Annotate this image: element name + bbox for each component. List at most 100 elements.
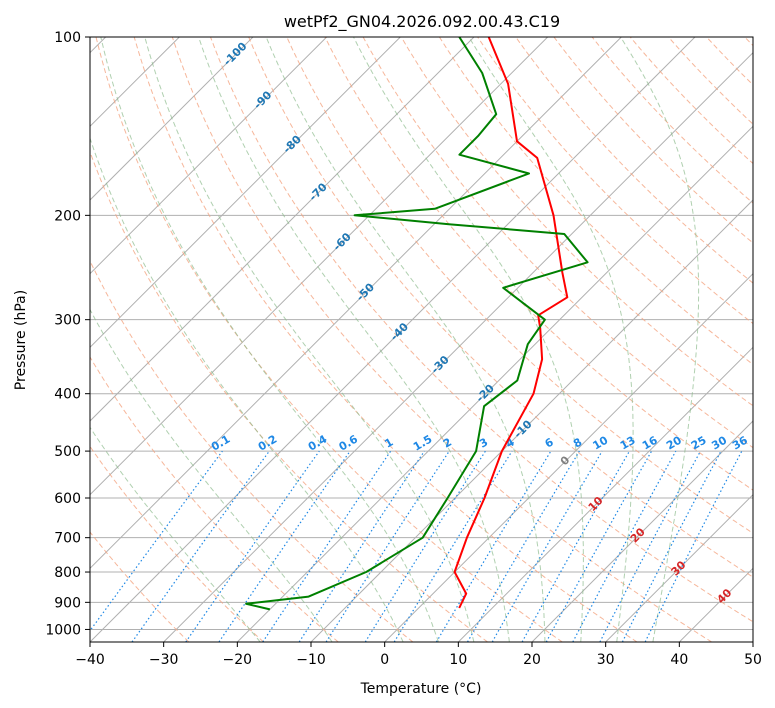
- mixing-ratio-label: 0.2: [256, 433, 279, 454]
- x-tick-label: 0: [380, 652, 389, 668]
- chart-title: wetPf2_GN04.2026.092.00.43.C19: [284, 12, 560, 32]
- x-tick-label: −20: [223, 652, 253, 668]
- x-tick-label: 40: [670, 652, 688, 668]
- mixing-ratio-line: [572, 450, 677, 642]
- y-tick-label: 300: [54, 313, 81, 329]
- mixing-ratio-label: 0.4: [306, 432, 330, 453]
- moist-adiabat-line: [468, 37, 634, 642]
- x-tick-label: −10: [296, 652, 326, 668]
- dry-adiabat-line: [515, 37, 753, 284]
- isotherm-label: -30: [429, 353, 452, 376]
- isotherm-line: [236, 125, 753, 642]
- isotherm-line: [605, 493, 753, 642]
- y-tick-label: 400: [54, 387, 81, 403]
- moist-adiabat-line: [90, 136, 404, 642]
- x-tick-label: 50: [744, 652, 762, 668]
- mixing-ratio-line: [298, 450, 425, 642]
- mixing-ratio-line: [325, 450, 450, 642]
- mixing-ratio-line: [131, 450, 270, 642]
- dry-adiabat-line: [553, 37, 753, 244]
- moist-adiabat-line: [90, 308, 333, 642]
- moist-adiabat-line: [100, 37, 439, 642]
- mixing-ratio-label: 20: [664, 433, 684, 452]
- y-tick-label: 900: [54, 595, 81, 611]
- isotherm-label: -20: [474, 381, 497, 404]
- plot-frame: [89, 36, 754, 643]
- isotherm-line: [384, 272, 753, 642]
- mixing-ratio-line: [435, 450, 552, 642]
- isotherm-line: [90, 37, 549, 496]
- temperature-profile-line: [453, 37, 569, 609]
- mixing-ratio-lines: [90, 450, 743, 642]
- dry-adiabat-line: [706, 37, 753, 86]
- dry-adiabat-line: [438, 37, 753, 366]
- x-tick-label: 30: [597, 652, 615, 668]
- moist-adiabat-line: [620, 37, 700, 642]
- mixing-ratio-label: 25: [689, 434, 709, 453]
- mixing-ratio-line: [621, 450, 722, 642]
- mixing-ratio-label: 30: [709, 433, 729, 452]
- mixing-ratio-line: [218, 450, 351, 642]
- x-tick-label: 20: [523, 652, 541, 668]
- isotherm-line: [90, 37, 328, 275]
- mixing-ratio-line: [521, 450, 631, 642]
- sounding-profiles: [245, 37, 589, 611]
- moist-adiabat-line: [198, 37, 510, 642]
- mixing-ratio-label: 36: [730, 433, 750, 452]
- y-tick-label: 800: [54, 565, 81, 581]
- isotherm-line: [90, 37, 254, 201]
- isotherm-label: -80: [281, 132, 304, 155]
- mixing-ratio-label: 0.1: [209, 433, 232, 454]
- background-grid: [90, 37, 753, 642]
- dry-adiabat-line: [90, 356, 339, 642]
- dry-adiabat-line: [95, 37, 563, 642]
- y-tick-label: 200: [54, 208, 81, 224]
- x-axis-ticks: −40 −30 −20 −10 0 10 20 30 40 50: [75, 642, 762, 668]
- y-tick-label: 1000: [45, 622, 81, 638]
- mixing-ratio-label: 1: [382, 436, 395, 451]
- dry-adiabat-line: [90, 531, 190, 642]
- dry-adiabat-line: [90, 259, 414, 642]
- mixing-ratio-label: 16: [640, 433, 660, 452]
- mixing-ratio-label: 6: [543, 435, 556, 450]
- dry-adiabat-line: [400, 37, 753, 407]
- dry-adiabat-line: [248, 37, 753, 578]
- y-axis-ticks: 100 200 300 400 500 600 700 800 900 1000: [45, 30, 90, 638]
- y-tick-label: 700: [54, 531, 81, 547]
- dry-adiabat-line: [90, 150, 488, 642]
- moist-adiabat-line: [265, 37, 546, 642]
- y-tick-label: 100: [54, 30, 81, 46]
- isotherm-line: [678, 567, 753, 642]
- mixing-ratio-label: 10: [590, 433, 610, 452]
- mixing-ratio-label: 13: [618, 434, 638, 453]
- moist-adiabat-line: [90, 426, 261, 642]
- isotherm-line: [90, 37, 696, 642]
- moist-adiabat-line: [353, 37, 584, 642]
- dry-adiabat-line: [210, 37, 753, 623]
- dry-adiabat-line: [133, 37, 638, 642]
- dry-adiabat-line: [591, 37, 753, 204]
- dry-adiabat-line: [171, 37, 712, 642]
- mixing-ratio-line: [185, 450, 320, 642]
- y-tick-label: 500: [54, 444, 81, 460]
- dry-adiabat-line: [362, 37, 753, 449]
- isotherm-line: [457, 346, 753, 642]
- isotherm-line: [531, 420, 753, 642]
- isotherm-line: [752, 641, 753, 642]
- mixing-ratio-line: [644, 450, 743, 642]
- x-tick-label: −30: [149, 652, 179, 668]
- dry-adiabat-line: [668, 37, 753, 125]
- dry-adiabats: [90, 37, 753, 642]
- dewpoint-profile-line: [245, 37, 589, 611]
- dry-adiabat-line: [324, 37, 753, 491]
- isotherm-line: [90, 37, 622, 570]
- mixing-ratio-line: [90, 450, 223, 632]
- isotherm-line: [90, 37, 401, 349]
- mixing-ratio-label: 1.5: [411, 433, 434, 454]
- x-tick-label: −40: [75, 652, 105, 668]
- y-axis-label: Pressure (hPa): [13, 290, 29, 390]
- mixing-ratio-line: [599, 450, 702, 642]
- x-tick-label: 10: [449, 652, 467, 668]
- x-axis-label: Temperature (°C): [360, 681, 482, 697]
